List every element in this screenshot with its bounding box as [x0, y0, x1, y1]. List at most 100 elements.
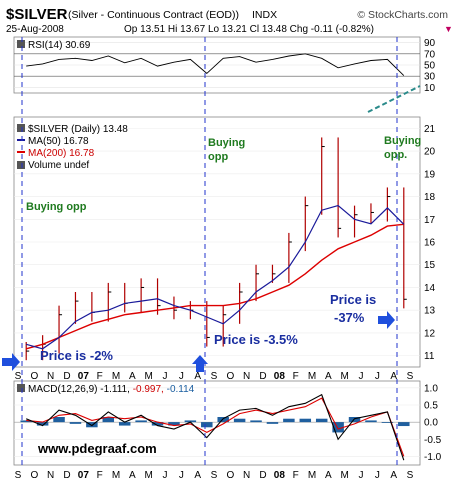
- ma50-line: [26, 204, 405, 350]
- ma200-line: [26, 223, 404, 350]
- x-axis-label: O: [30, 470, 38, 481]
- x-axis-label: A: [390, 470, 397, 481]
- rsi-tick-label: 30: [424, 72, 436, 83]
- x-axis-label: J: [375, 470, 380, 481]
- x-axis-label: M: [340, 470, 348, 481]
- rsi-tick-label: 70: [424, 49, 436, 60]
- macd-histogram-bar: [69, 422, 82, 424]
- macd-histogram-bar: [86, 422, 98, 428]
- macd-tick-label: 0.0: [424, 418, 438, 429]
- macd-tick-labels: 1.0 0.5 0.0 -0.5 -1.0: [424, 383, 442, 463]
- x-axis-label: D: [63, 470, 70, 481]
- rsi-legend-swatch: [17, 40, 25, 48]
- price-tick-label: 21: [424, 124, 436, 135]
- rsi-tick-label: 10: [424, 83, 436, 94]
- x-axis-label: N: [243, 371, 250, 382]
- annotation-price-3a: Price is: [330, 292, 376, 307]
- macd-histogram-bar: [348, 417, 361, 423]
- macd-histogram-bar: [151, 422, 164, 426]
- x-axis-label: S: [15, 470, 22, 481]
- macd-histogram-bar: [53, 417, 65, 423]
- x-axis-label: 08: [274, 470, 286, 481]
- x-axis-label: N: [47, 371, 54, 382]
- x-axis-labels-top: S O N D 07 F M A M J J A S O N D 08 F M A M J J A S: [15, 371, 414, 382]
- x-axis-label: M: [144, 371, 152, 382]
- x-axis-label: M: [144, 470, 152, 481]
- macd-histogram-bar: [201, 422, 213, 428]
- symbol-description: (Silver - Continuous Contract (EOD)): [68, 9, 239, 21]
- x-axis-label: A: [325, 470, 332, 481]
- x-axis-label: S: [211, 371, 218, 382]
- macd-histogram-bar: [184, 420, 197, 423]
- macd-label-signal: -0.997,: [133, 384, 164, 395]
- macd-histogram-bar: [135, 420, 147, 423]
- x-axis-label: J: [375, 371, 380, 382]
- rsi-gridlines: [14, 42, 420, 88]
- macd-tick-label: 0.5: [424, 401, 438, 412]
- x-axis-label: J: [179, 371, 184, 382]
- legend-volume: Volume undef: [28, 160, 89, 171]
- quote-down-arrow-icon: ▼: [444, 24, 453, 34]
- macd-legend-swatch: [17, 384, 25, 392]
- annotation-price-1: Price is -2%: [40, 348, 113, 363]
- macd-histogram-bar: [36, 422, 49, 426]
- macd-histogram-bar: [381, 422, 394, 423]
- annotation-buying-opp-2b: opp: [208, 151, 228, 163]
- annotation-price-3b: -37%: [334, 310, 365, 325]
- x-axis-label: 07: [78, 371, 90, 382]
- annotation-buying-opp-1: Buying opp: [26, 201, 87, 213]
- website-label: www.pdegraaf.com: [37, 441, 157, 456]
- x-axis-label: A: [325, 371, 332, 382]
- price-tick-label: 15: [424, 260, 436, 271]
- x-axis-label: S: [15, 371, 22, 382]
- x-axis-label: A: [129, 371, 136, 382]
- exchange-label: INDX: [252, 9, 277, 21]
- x-axis-label: M: [340, 371, 348, 382]
- legend-silver: $SILVER (Daily) 13.48: [28, 124, 128, 135]
- x-axis-label: A: [194, 470, 201, 481]
- macd-histogram-bar: [266, 422, 279, 424]
- x-axis-label: F: [97, 371, 103, 382]
- annotation-buying-opp-3a: Buying: [384, 135, 421, 147]
- annotation-buying-opp-3b: opp.: [384, 149, 407, 161]
- macd-histogram-bar: [20, 420, 32, 423]
- macd-histogram-bar: [398, 422, 410, 427]
- price-tick-label: 16: [424, 238, 436, 249]
- macd-tick-label: -0.5: [424, 435, 442, 446]
- x-axis-label: J: [359, 371, 364, 382]
- legend-ma50: MA(50) 16.78: [28, 136, 89, 147]
- price-bars: [25, 137, 407, 361]
- x-axis-label: N: [47, 470, 54, 481]
- price-tick-label: 17: [424, 215, 436, 226]
- x-axis-label: D: [259, 470, 266, 481]
- rsi-line: [26, 53, 405, 76]
- macd-label: MACD(12,26,9) -1.111, -0.997, -0.114: [28, 384, 195, 395]
- price-tick-label: 14: [424, 283, 436, 294]
- x-axis-label: S: [407, 371, 414, 382]
- rsi-tick-label: 50: [424, 61, 436, 72]
- annotation-buying-opp-2a: Buying: [208, 137, 245, 149]
- x-axis-label: J: [179, 470, 184, 481]
- rsi-trendline: [367, 85, 421, 113]
- rsi-tick-label: 90: [424, 38, 436, 49]
- x-axis-label: D: [63, 371, 70, 382]
- macd-tick-label: 1.0: [424, 383, 438, 394]
- x-axis-label: D: [259, 371, 266, 382]
- x-axis-label: S: [407, 470, 414, 481]
- x-axis-label: M: [112, 470, 120, 481]
- macd-histogram-bar: [299, 418, 312, 423]
- arrow-right-icon-3: [378, 311, 395, 329]
- annotation-price-2: Price is -3.5%: [214, 332, 298, 347]
- x-axis-label: S: [211, 470, 218, 481]
- arrow-right-icon-1: [2, 353, 20, 371]
- price-tick-label: 13: [424, 306, 436, 317]
- price-tick-label: 19: [424, 169, 436, 180]
- x-axis-label: O: [226, 470, 234, 481]
- macd-histogram-bar: [332, 422, 344, 433]
- x-axis-label: F: [293, 371, 299, 382]
- x-axis-label: M: [308, 470, 316, 481]
- macd-histogram-bar: [365, 420, 377, 423]
- x-axis-label: J: [163, 470, 168, 481]
